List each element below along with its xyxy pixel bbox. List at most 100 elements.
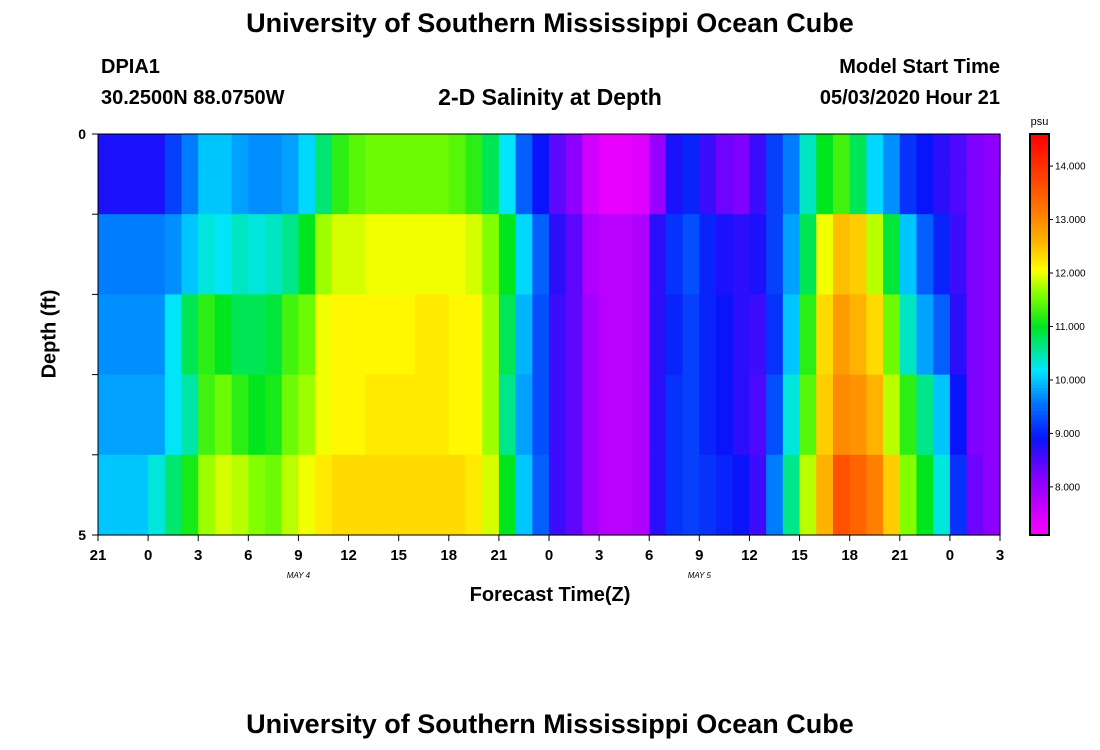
- salinity-cell: [632, 214, 650, 295]
- salinity-cell: [983, 454, 1001, 536]
- salinity-cell: [665, 294, 684, 376]
- salinity-cell: [398, 214, 416, 295]
- salinity-cell: [181, 454, 199, 536]
- colorbar-segment: [1030, 397, 1049, 402]
- salinity-cell: [916, 294, 934, 376]
- salinity-cell: [331, 214, 350, 295]
- colorbar-segment: [1030, 494, 1049, 499]
- salinity-cell: [432, 454, 450, 536]
- salinity-cell: [799, 134, 817, 175]
- colorbar-segment: [1030, 491, 1049, 496]
- salinity-cell: [649, 134, 667, 175]
- colorbar-segment: [1030, 250, 1049, 255]
- colorbar-segment: [1030, 458, 1049, 463]
- salinity-cell: [381, 134, 400, 175]
- salinity-cell: [114, 214, 132, 295]
- salinity-cell: [665, 214, 684, 295]
- salinity-cell: [231, 214, 249, 295]
- salinity-cell: [582, 454, 600, 536]
- colorbar-segment: [1030, 214, 1049, 219]
- salinity-cell: [515, 454, 533, 536]
- salinity-cell: [682, 454, 700, 536]
- salinity-cell: [381, 214, 400, 295]
- salinity-cell: [198, 134, 216, 175]
- salinity-cell: [549, 454, 567, 536]
- colorbar-segment: [1030, 137, 1049, 142]
- colorbar-segment: [1030, 377, 1049, 382]
- salinity-cell: [782, 134, 801, 175]
- salinity-cell: [849, 374, 867, 456]
- salinity-cell: [816, 454, 834, 536]
- salinity-cell: [632, 374, 650, 456]
- salinity-cell: [532, 134, 550, 175]
- salinity-cell: [933, 454, 951, 536]
- salinity-cell: [298, 454, 316, 536]
- salinity-cell: [198, 454, 216, 536]
- colorbar-tick-label: 11.000: [1055, 322, 1085, 333]
- salinity-cell: [832, 374, 851, 456]
- salinity-cell: [432, 214, 450, 295]
- salinity-cell: [432, 374, 450, 456]
- salinity-cell: [131, 374, 149, 456]
- salinity-cell: [549, 214, 567, 295]
- salinity-cell: [899, 214, 918, 295]
- salinity-cell: [331, 374, 350, 456]
- salinity-cell: [365, 134, 383, 175]
- x-tick-label: 3: [996, 547, 1004, 564]
- salinity-cell: [214, 294, 233, 376]
- salinity-cell: [281, 134, 300, 175]
- x-tick-label: 21: [491, 547, 508, 564]
- salinity-cell: [883, 294, 901, 376]
- salinity-cell: [331, 294, 350, 376]
- colorbar-segment: [1030, 488, 1049, 493]
- salinity-cell: [298, 374, 316, 456]
- salinity-cell: [214, 134, 233, 175]
- salinity-cell: [615, 374, 634, 456]
- salinity-cell: [164, 294, 183, 376]
- colorbar-frame: [1029, 133, 1050, 536]
- colorbar-segment: [1030, 531, 1049, 536]
- colorbar-segment: [1030, 424, 1049, 429]
- colorbar-segment: [1030, 448, 1049, 453]
- salinity-cell: [298, 294, 316, 376]
- salinity-cell: [615, 214, 634, 295]
- salinity-cell: [716, 134, 734, 175]
- salinity-cell: [949, 214, 968, 295]
- salinity-cell: [732, 294, 751, 376]
- colorbar-segment: [1030, 150, 1049, 155]
- salinity-cell: [98, 454, 116, 536]
- salinity-cell: [515, 134, 533, 175]
- salinity-cell: [949, 454, 968, 536]
- colorbar-segment: [1030, 277, 1049, 282]
- salinity-cell: [549, 374, 567, 456]
- salinity-cell: [549, 294, 567, 376]
- salinity-cell: [315, 454, 333, 536]
- salinity-cell: [265, 134, 283, 175]
- colorbar-tick-label: 14.000: [1055, 162, 1086, 173]
- salinity-cell: [415, 134, 433, 175]
- salinity-cell: [565, 294, 583, 376]
- salinity-cell: [883, 214, 901, 295]
- colorbar-segment: [1030, 281, 1049, 285]
- salinity-cell: [448, 374, 467, 456]
- colorbar-segment: [1030, 177, 1049, 182]
- colorbar-segment: [1030, 371, 1049, 376]
- colorbar-segment: [1030, 394, 1049, 399]
- salinity-cell: [181, 374, 199, 456]
- salinity-cell: [398, 374, 416, 456]
- salinity-cell: [866, 134, 884, 175]
- station-coordinates: 30.2500N 88.0750W: [101, 87, 285, 109]
- salinity-cell: [164, 134, 183, 175]
- salinity-cell: [231, 374, 249, 456]
- salinity-cell: [98, 374, 116, 456]
- colorbar-segment: [1030, 351, 1049, 356]
- salinity-cell: [432, 134, 450, 175]
- x-axis-label: Forecast Time(Z): [469, 584, 631, 606]
- salinity-cell: [682, 214, 700, 295]
- salinity-cell: [582, 294, 600, 376]
- salinity-cell: [114, 134, 132, 175]
- colorbar-segment: [1030, 431, 1049, 436]
- salinity-cell: [699, 214, 717, 295]
- salinity-cell: [482, 294, 500, 376]
- y-axis-label: Depth (ft): [38, 289, 61, 379]
